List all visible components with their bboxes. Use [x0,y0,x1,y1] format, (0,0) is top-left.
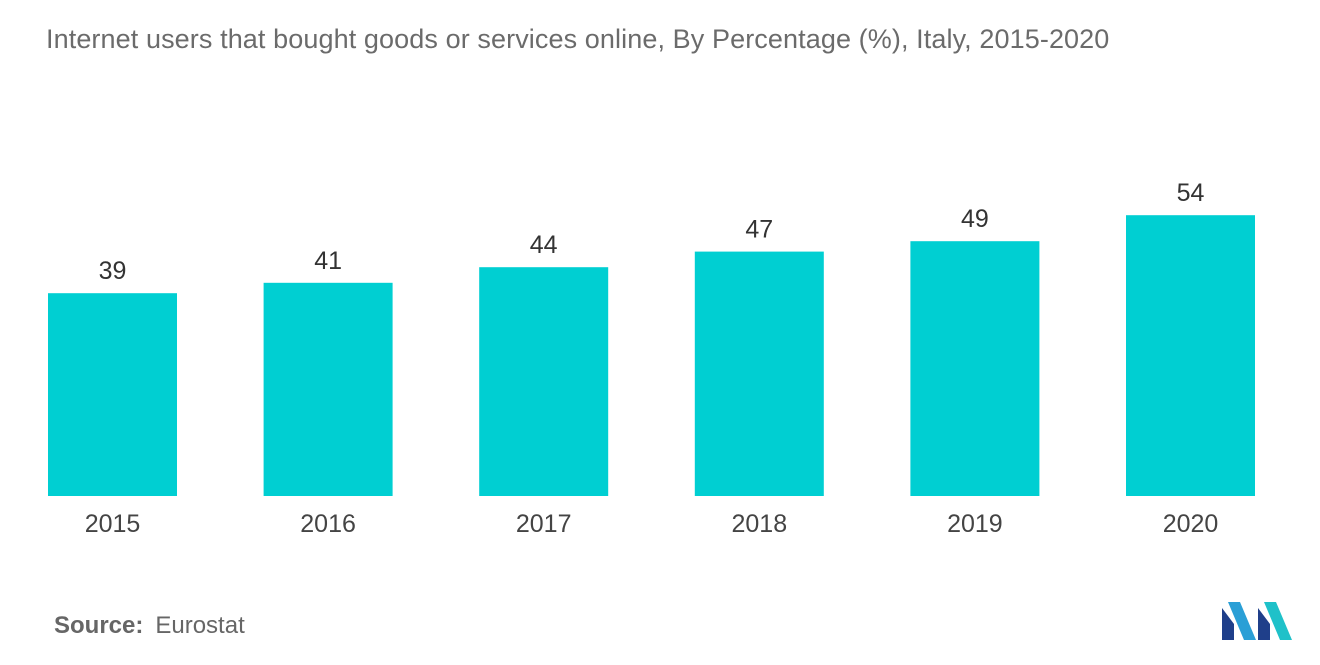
x-tick-label-2017: 2017 [516,510,572,538]
bar-2020 [1126,215,1255,496]
logo-shape-right [1264,602,1292,640]
x-axis-tick-labels: 2015 2016 2017 2018 2019 2020 [85,510,1219,538]
bar-2016 [263,282,393,496]
logo-shape-left [1222,608,1234,640]
value-label-2019: 49 [961,205,989,233]
mordor-intelligence-logo-icon [1222,602,1292,640]
value-label-2017: 44 [530,231,558,259]
x-tick-label-2016: 2016 [300,510,356,538]
source-note: Source: Eurostat [54,612,245,640]
bar-2018 [694,251,824,496]
x-tick-label-2015: 2015 [85,510,141,538]
x-tick-label-2019: 2019 [947,510,1003,538]
bar-2017 [479,267,609,496]
x-tick-label-2020: 2020 [1163,510,1219,538]
bars-layer [48,215,1255,496]
logo-shape-mid-left [1228,602,1256,640]
source-value: Eurostat [155,612,245,639]
bar-2015 [48,293,177,496]
value-label-2016: 41 [314,247,342,275]
value-labels-layer: 39 41 44 47 49 54 [99,179,1205,285]
x-tick-label-2018: 2018 [731,510,787,538]
chart-title: Internet users that bought goods or serv… [46,24,1110,54]
bar-chart: 39 41 44 47 49 54 2015 2016 2017 2018 2019 2020 [48,179,1255,538]
bar-2019 [910,241,1040,496]
value-label-2020: 54 [1177,179,1205,207]
logo-shape-mid-right [1258,608,1270,640]
value-label-2018: 47 [745,216,773,244]
source-label: Source: [54,612,144,639]
value-label-2015: 39 [99,257,127,285]
